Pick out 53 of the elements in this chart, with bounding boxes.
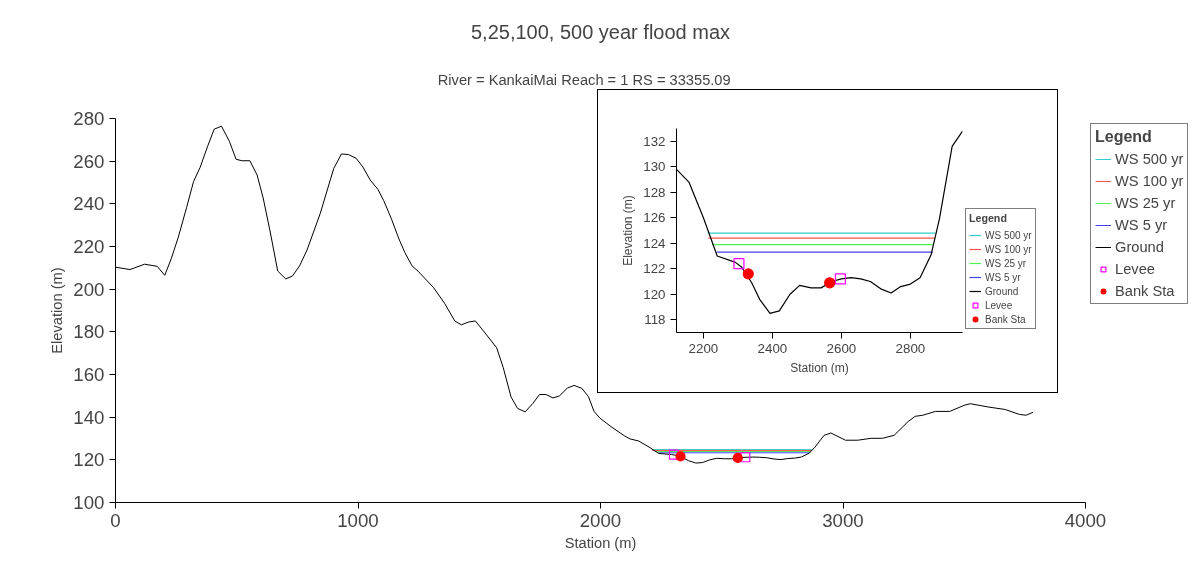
legend-label: WS 500 yr	[985, 229, 1032, 241]
y-tick-label: 200	[73, 278, 105, 300]
y-tick-label: 260	[73, 150, 105, 172]
y-tick-label: 128	[643, 184, 666, 200]
chart-subtitle: River = KankaiMai Reach = 1 RS = 33355.09	[437, 71, 731, 88]
y-tick-label: 240	[73, 193, 105, 215]
legend-label: Bank Sta	[985, 313, 1026, 325]
point	[733, 258, 745, 270]
y-tick-label: 220	[73, 236, 105, 257]
legend-label: Bank Sta	[1115, 283, 1175, 299]
legend-label: WS 5 yr	[1115, 217, 1168, 233]
y-axis-title: Elevation (m)	[621, 195, 636, 266]
legend-label: WS 5 yr	[985, 271, 1021, 283]
x-tick-label: 2800	[895, 340, 926, 356]
x-tick-label: 4000	[1064, 509, 1107, 531]
point	[824, 277, 836, 289]
x-tick-label: 2600	[826, 340, 857, 356]
y-tick-label: 126	[643, 210, 666, 226]
y-tick-label: 160	[73, 364, 105, 385]
y-tick-label: 120	[73, 449, 105, 471]
y-tick-label: 100	[73, 492, 105, 513]
legend-label: WS 100 yr	[985, 243, 1032, 255]
x-tick-label: 2200	[688, 340, 719, 356]
y-tick-label: 118	[644, 312, 666, 328]
y-tick-label: 124	[643, 235, 667, 251]
legend-label: Ground	[1115, 239, 1164, 255]
y-tick-label: 180	[73, 321, 105, 343]
point	[742, 268, 754, 280]
x-axis-title: Station (m)	[564, 534, 637, 551]
legend-label: WS 25 yr	[985, 257, 1027, 269]
x-tick-label: 2400	[757, 340, 788, 356]
legend-label: WS 100 yr	[1115, 173, 1184, 189]
x-axis-title: Station (m)	[790, 360, 849, 375]
y-tick-label: 122	[643, 261, 666, 277]
legend-title: Legend	[1095, 128, 1153, 146]
legend-title: Legend	[969, 212, 1008, 224]
legend-label: WS 500 yr	[1115, 151, 1184, 167]
legend-label: WS 25 yr	[1115, 195, 1176, 211]
x-tick-label: 1000	[337, 509, 379, 531]
y-tick-label: 120	[643, 286, 666, 302]
y-tick-label: 132	[643, 133, 666, 149]
x-tick-label: 2000	[579, 509, 622, 531]
y-tick-label: 280	[73, 108, 105, 129]
point	[834, 273, 846, 285]
chart-title: 5,25,100, 500 year flood max	[470, 20, 731, 43]
x-tick-label: 0	[110, 509, 121, 531]
legend-label: Ground	[985, 285, 1019, 297]
y-axis-title: Elevation (m)	[49, 267, 66, 354]
legend-label: Levee	[985, 299, 1013, 311]
y-tick-label: 130	[643, 159, 666, 175]
x-tick-label: 3000	[822, 509, 864, 531]
y-tick-label: 140	[73, 406, 105, 428]
legend-label: Levee	[1115, 261, 1155, 277]
